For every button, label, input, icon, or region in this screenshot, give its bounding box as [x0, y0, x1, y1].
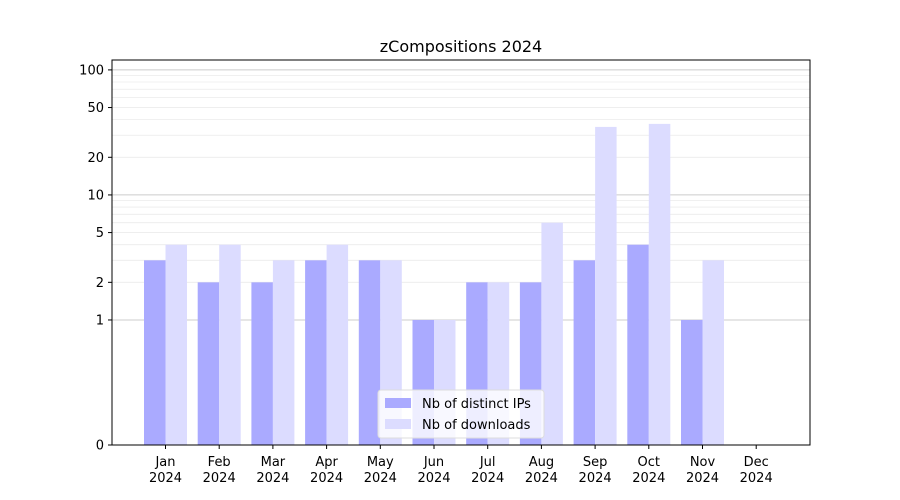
- legend-label: Nb of downloads: [422, 418, 531, 433]
- bar: [573, 260, 596, 445]
- y-tick-label: 5: [96, 226, 104, 241]
- bar: [358, 260, 381, 445]
- x-tick-label-year: 2024: [310, 471, 343, 486]
- x-tick-label-month: Apr: [315, 455, 338, 470]
- x-tick-label-year: 2024: [471, 471, 504, 486]
- x-tick-label-month: Jul: [479, 455, 496, 470]
- bar: [595, 126, 617, 446]
- chart-title: zCompositions 2024: [380, 37, 542, 56]
- bar: [251, 282, 273, 445]
- y-tick-label: 2: [96, 276, 104, 291]
- x-tick-label-month: Jan: [154, 455, 175, 470]
- x-tick-label-year: 2024: [525, 471, 558, 486]
- grid-lines: [112, 69, 810, 321]
- x-tick-label-year: 2024: [256, 471, 289, 486]
- y-tick-label: 20: [87, 151, 104, 166]
- bar: [326, 244, 349, 445]
- legend-swatch: [385, 419, 411, 429]
- x-tick-label-year: 2024: [149, 471, 182, 486]
- y-tick-label: 100: [79, 63, 104, 78]
- y-tick-label: 1: [96, 313, 104, 328]
- y-axis: 0 1 2 5 10 20 50 100: [79, 63, 112, 454]
- x-axis: Jan2024Feb2024Mar2024Apr2024May2024Jun20…: [149, 445, 773, 486]
- legend: Nb of distinct IPs Nb of downloads: [377, 389, 545, 439]
- x-tick-label-month: Nov: [690, 455, 716, 470]
- x-tick-label-year: 2024: [579, 471, 612, 486]
- x-tick-label-year: 2024: [632, 471, 665, 486]
- legend-swatch: [385, 398, 411, 408]
- bar: [144, 260, 166, 445]
- x-tick-label-month: Jun: [423, 455, 444, 470]
- x-tick-label-month: Oct: [638, 455, 660, 470]
- bar: [681, 319, 703, 445]
- x-tick-label-month: May: [367, 455, 394, 470]
- x-tick-label-month: Aug: [529, 455, 554, 470]
- y-tick-label: 50: [87, 101, 104, 116]
- bar: [541, 222, 563, 445]
- bar: [219, 244, 241, 445]
- bar: [197, 282, 220, 445]
- bar: [165, 244, 187, 445]
- legend-label: Nb of distinct IPs: [422, 397, 531, 412]
- x-tick-label-month: Sep: [583, 455, 608, 470]
- x-tick-label-month: Dec: [744, 455, 769, 470]
- x-tick-label-year: 2024: [686, 471, 719, 486]
- x-tick-label-year: 2024: [740, 471, 773, 486]
- x-tick-label-month: Feb: [208, 455, 231, 470]
- bar: [702, 260, 724, 445]
- bar: [627, 244, 649, 445]
- legend-box: [377, 389, 545, 439]
- plot-frame: [111, 59, 811, 446]
- y-tick-label: 0: [96, 439, 104, 454]
- x-tick-label-year: 2024: [364, 471, 397, 486]
- bar: [272, 260, 295, 445]
- bar: [305, 260, 327, 445]
- x-tick-label-month: Mar: [261, 455, 286, 470]
- bar: [648, 123, 671, 445]
- y-tick-label: 10: [87, 188, 104, 203]
- x-tick-label-year: 2024: [203, 471, 236, 486]
- x-tick-label-year: 2024: [417, 471, 450, 486]
